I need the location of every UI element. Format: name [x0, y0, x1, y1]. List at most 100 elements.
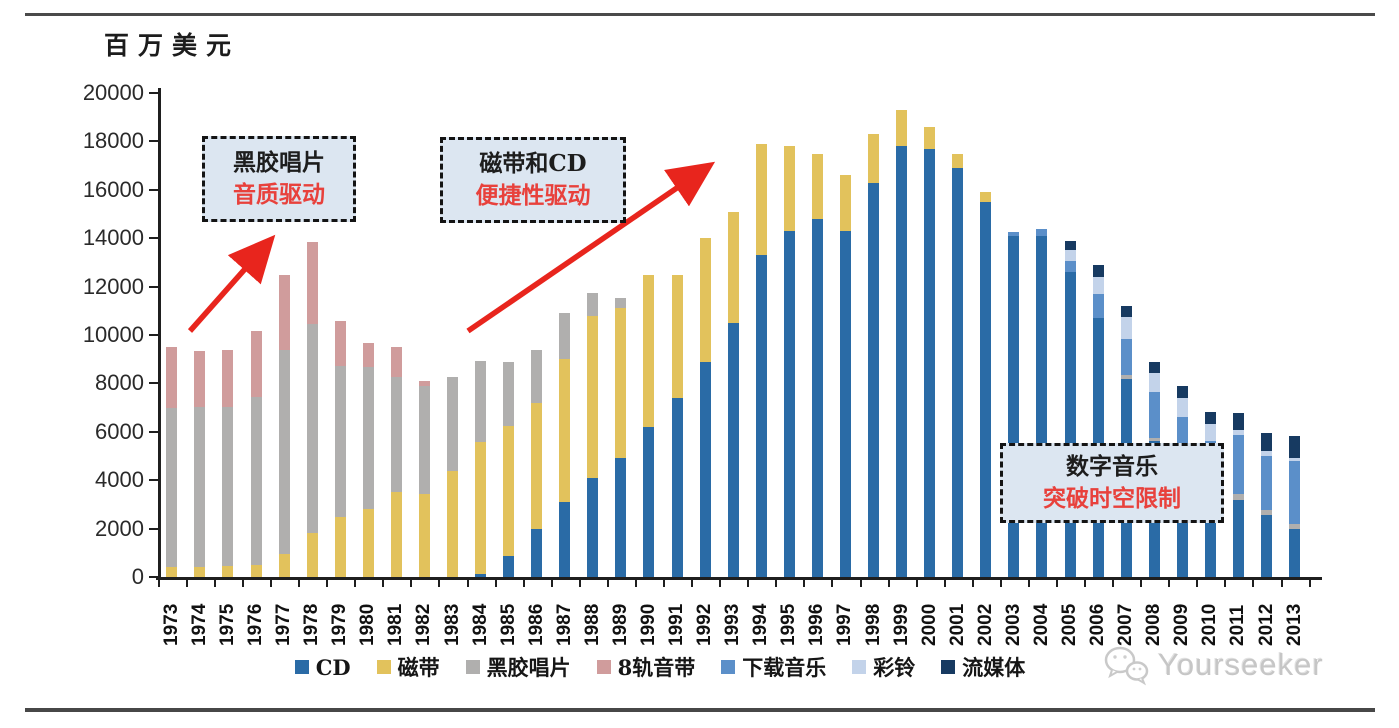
bar-segment-download	[1261, 456, 1273, 511]
legend-swatch-cd	[294, 660, 309, 674]
bar-segment-vinyl	[447, 377, 458, 471]
top-divider	[25, 13, 1375, 16]
bar-segment-download	[1176, 416, 1188, 468]
x-tick	[326, 580, 329, 587]
legend-item-cd: CD	[294, 655, 351, 680]
y-tick	[149, 527, 158, 530]
y-tick-label: 0	[131, 564, 144, 589]
x-tick	[999, 580, 1002, 587]
x-tick	[550, 580, 553, 587]
y-tick	[149, 188, 158, 191]
bar-segment-cd	[868, 182, 880, 577]
bar-segment-cassette	[924, 126, 936, 149]
watermark-text: Yourseeker	[1158, 647, 1324, 682]
x-tick	[1168, 580, 1171, 587]
bar-segment-cd	[1204, 491, 1216, 577]
bar-segment-streaming	[1148, 361, 1160, 374]
bar-segment-cassette	[896, 109, 908, 147]
bar-segment-cassette	[250, 564, 262, 577]
bar-segment-cd	[727, 322, 739, 577]
annotation-box-digital: 数字音乐 突破时空限制	[1000, 443, 1224, 523]
bar-segment-vinyl	[362, 367, 374, 510]
y-tick	[149, 430, 158, 433]
x-tick	[466, 580, 469, 587]
legend-item-vinyl: 黑胶唱片	[465, 652, 571, 682]
y-tick-label: 2000	[95, 515, 144, 541]
bar-segment-streaming	[1092, 264, 1104, 277]
bar-segment-cassette	[952, 153, 964, 169]
bar-segment-vinyl	[1289, 523, 1301, 529]
x-tick	[691, 580, 694, 587]
x-tick	[719, 580, 722, 587]
bar-segment-8track	[418, 381, 430, 386]
y-tick	[149, 382, 158, 385]
x-tick	[1196, 580, 1199, 587]
annotation-box-vinyl: 黑胶唱片 音质驱动	[202, 136, 356, 222]
x-tick	[606, 580, 609, 587]
bar-segment-cd	[615, 458, 627, 577]
bar-segment-vinyl	[475, 361, 487, 443]
y-axis-unit-label: 百万美元	[104, 31, 241, 60]
bar-segment-download	[1092, 293, 1104, 319]
bar-segment-cd	[1261, 515, 1273, 577]
y-tick	[149, 334, 158, 336]
y-tick	[149, 576, 158, 578]
bar-segment-cassette	[503, 426, 515, 556]
bar-segment-streaming	[1261, 432, 1273, 452]
y-tick-label: 16000	[82, 176, 144, 202]
bar-segment-cd	[980, 201, 992, 577]
bar-segment-8track	[334, 320, 346, 367]
x-tick	[943, 580, 946, 587]
x-tick	[1084, 580, 1087, 587]
x-tick	[578, 580, 581, 587]
x-tick	[354, 580, 357, 587]
x-tick	[887, 580, 890, 587]
bar-segment-vinyl	[531, 349, 543, 404]
bar-segment-vinyl	[1148, 437, 1160, 442]
x-tick	[438, 580, 441, 587]
x-tick	[1112, 580, 1115, 587]
x-tick	[410, 580, 413, 587]
y-tick-label: 6000	[95, 418, 144, 444]
y-tick	[149, 237, 158, 240]
y-tick-label: 8000	[95, 370, 144, 396]
y-tick-label: 4000	[95, 467, 144, 493]
bottom-divider	[25, 708, 1375, 712]
bar-segment-8track	[222, 349, 234, 407]
x-tick	[1027, 580, 1030, 587]
bar-segment-cassette	[643, 274, 655, 427]
bar-segment-cd	[896, 146, 908, 577]
bar-segment-cassette	[727, 211, 739, 323]
legend-label-vinyl: 黑胶唱片	[486, 655, 571, 680]
bar-segment-vinyl	[1120, 374, 1132, 379]
legend-label-ringtone: 彩铃	[873, 655, 916, 680]
x-tick	[270, 580, 273, 587]
bar-segment-cassette	[306, 533, 318, 577]
bar-segment-ringtone	[1289, 457, 1301, 461]
y-tick-label: 14000	[82, 225, 144, 251]
legend-item-streaming: 流媒体	[941, 652, 1025, 682]
bar-segment-cd	[587, 477, 599, 577]
legend-swatch-streaming	[941, 660, 956, 674]
x-tick	[241, 580, 244, 587]
bar-segment-vinyl	[250, 396, 262, 565]
annotation-title: 数字音乐	[1066, 453, 1158, 480]
bar-segment-cd	[475, 573, 487, 577]
bar-segment-8track	[278, 274, 290, 350]
bar-segment-cassette	[390, 492, 402, 577]
bar-segment-cd	[755, 255, 767, 577]
bar-segment-cd	[1289, 528, 1301, 577]
bar-segment-streaming	[1064, 240, 1076, 251]
x-tick	[157, 580, 160, 587]
bar-segment-8track	[166, 347, 178, 408]
x-tick	[298, 580, 301, 587]
bar-segment-download	[1008, 232, 1020, 236]
y-tick	[149, 92, 158, 94]
bar-segment-vinyl	[390, 377, 402, 493]
annotation-box-cassette-cd: 磁带和CD 便捷性驱动	[440, 137, 626, 223]
annotation-title: 磁带和CD	[479, 150, 587, 177]
bar-segment-cassette	[587, 315, 599, 478]
annotation-subtitle: 便捷性驱动	[475, 182, 591, 209]
legend-label-cassette: 磁带	[397, 655, 440, 680]
